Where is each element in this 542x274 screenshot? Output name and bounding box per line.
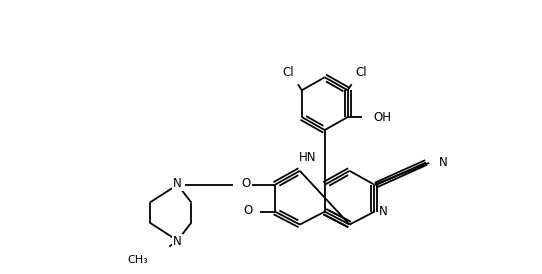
Text: N: N	[378, 205, 387, 218]
Text: OH: OH	[373, 111, 391, 124]
Text: Cl: Cl	[356, 66, 367, 79]
Text: O: O	[242, 177, 251, 190]
Text: N: N	[439, 156, 448, 169]
Text: N: N	[173, 235, 182, 248]
Text: HN: HN	[299, 151, 317, 164]
Text: O: O	[244, 204, 253, 217]
Text: N: N	[173, 177, 182, 190]
Text: CH₃: CH₃	[127, 255, 147, 266]
Text: Cl: Cl	[282, 66, 294, 79]
